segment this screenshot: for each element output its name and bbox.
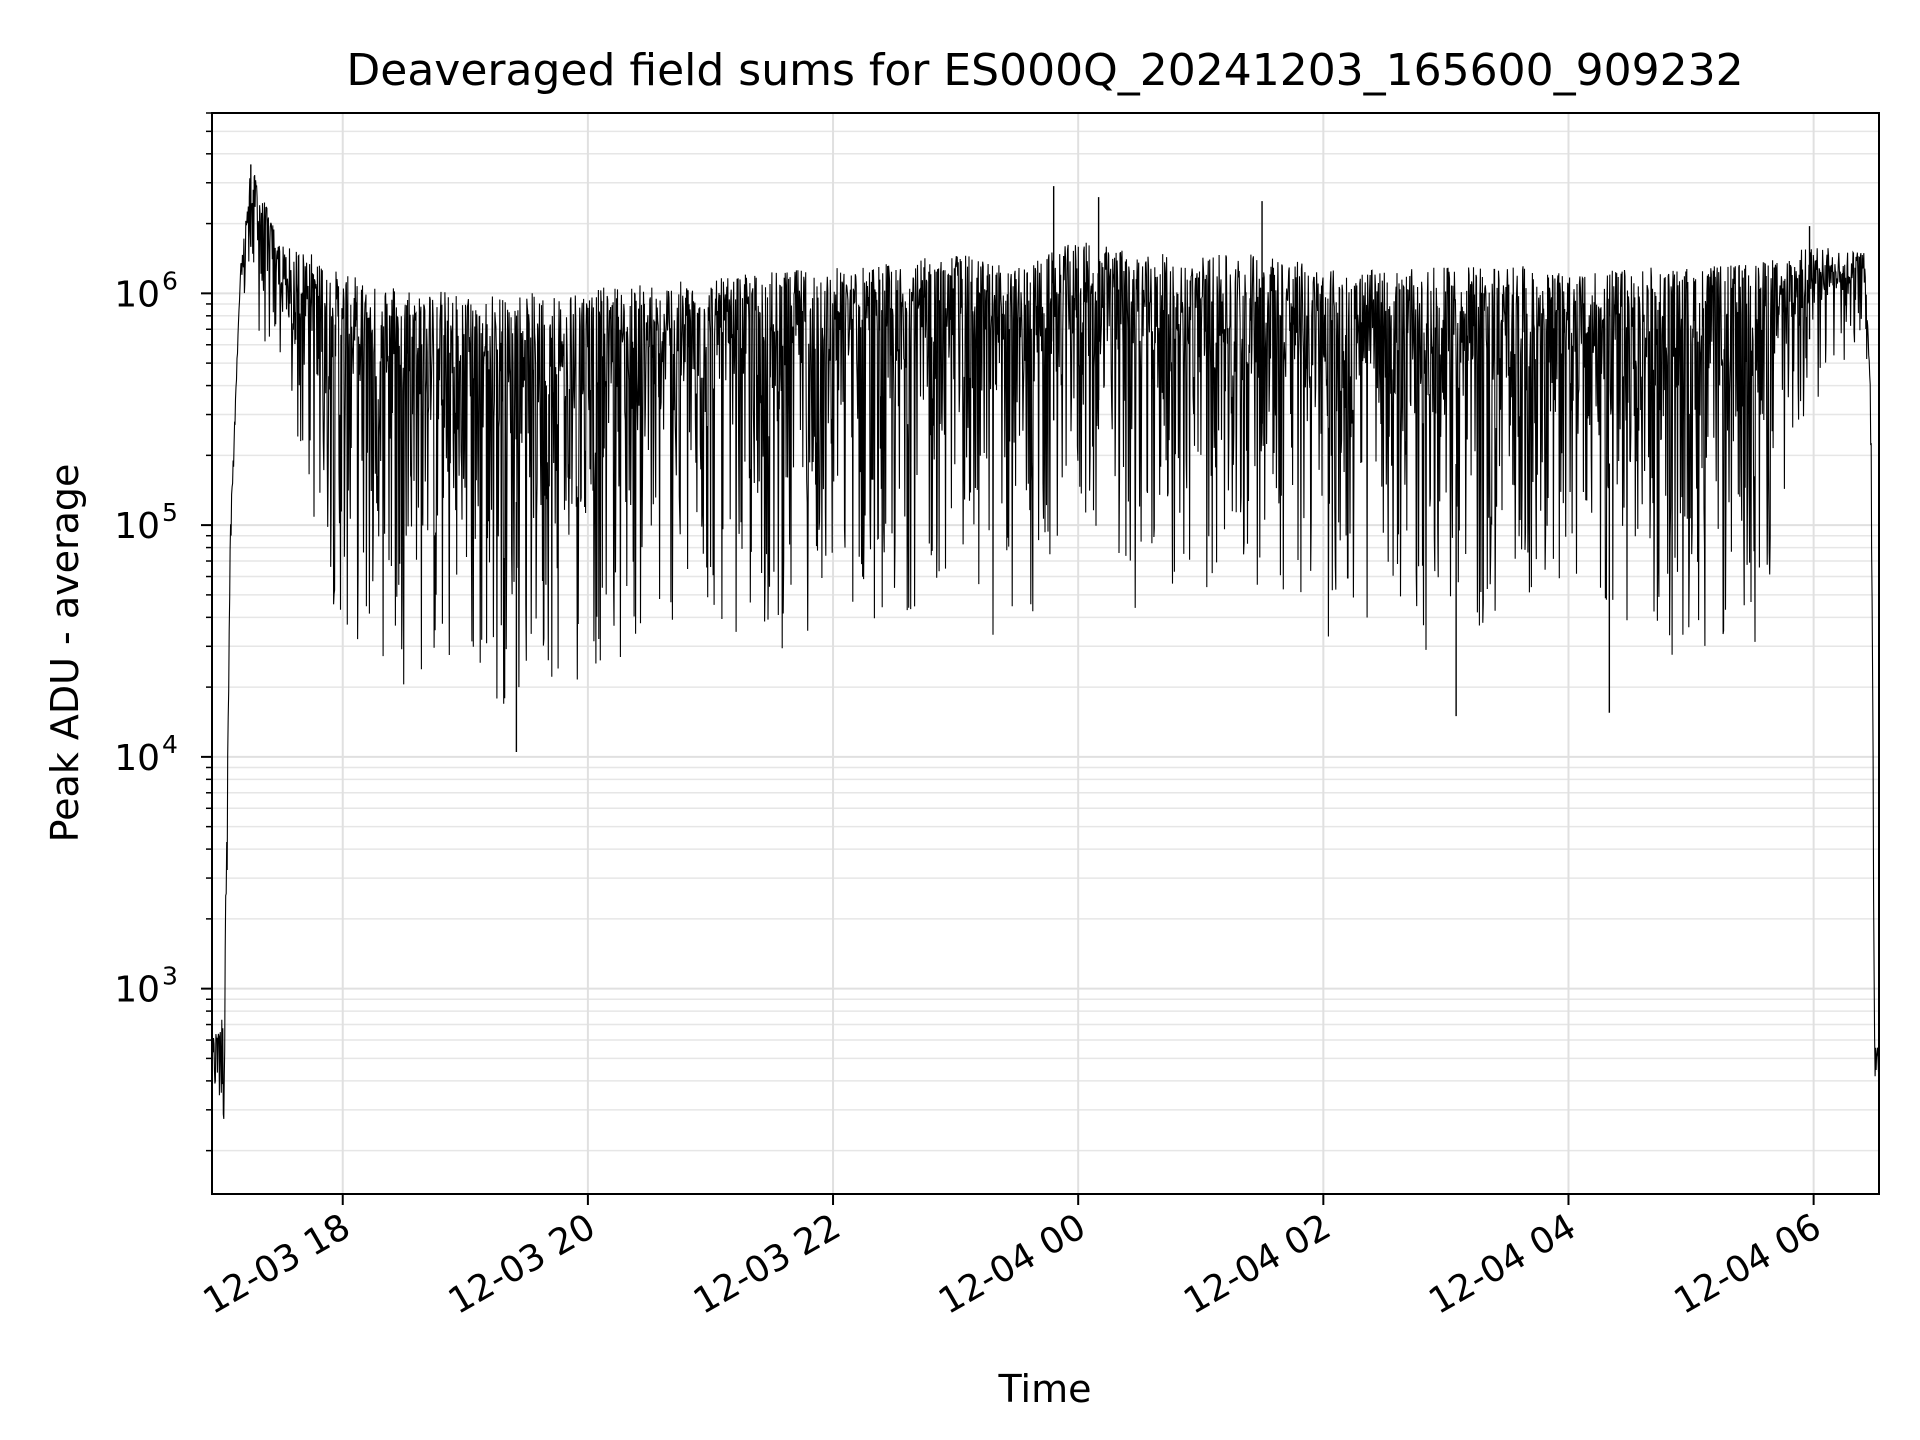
chart-title: Deaveraged field sums for ES000Q_2024120… [346,45,1743,96]
series-line [211,174,1880,1119]
y-axis-label: Peak ADU - average [43,464,87,843]
y-tick-exponent: 6 [162,266,178,295]
y-tick-label: 10 [114,738,160,779]
y-tick-label: 10 [114,274,160,315]
y-tick-exponent: 5 [162,498,178,527]
series-layer [211,164,1880,1119]
y-tick-label: 10 [114,506,160,547]
x-axis-label: Time [998,1367,1092,1411]
y-tick-exponent: 3 [162,962,178,991]
y-tick-exponent: 4 [162,730,178,759]
plot-frame [211,112,1880,1195]
y-tick-label: 10 [114,970,160,1011]
